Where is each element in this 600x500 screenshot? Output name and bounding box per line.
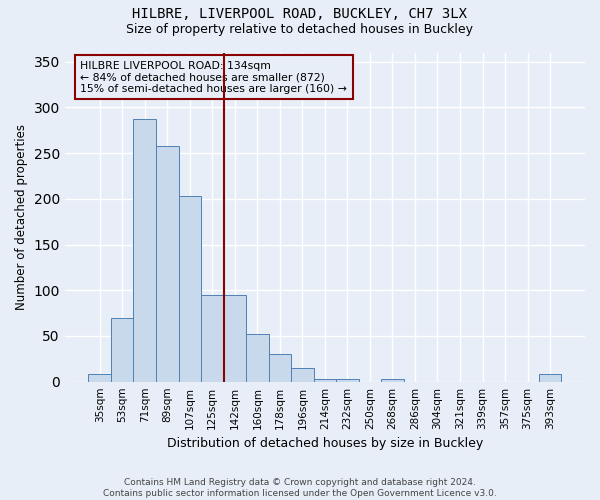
Bar [246, 334, 269, 382]
Bar [133, 120, 156, 382]
Bar [539, 374, 562, 382]
Bar [156, 146, 179, 382]
Bar [88, 374, 111, 382]
Text: Size of property relative to detached houses in Buckley: Size of property relative to detached ho… [127, 22, 473, 36]
Bar [111, 318, 133, 382]
X-axis label: Distribution of detached houses by size in Buckley: Distribution of detached houses by size … [167, 437, 483, 450]
Text: Contains HM Land Registry data © Crown copyright and database right 2024.
Contai: Contains HM Land Registry data © Crown c… [103, 478, 497, 498]
Bar [291, 368, 314, 382]
Bar [269, 354, 291, 382]
Bar [314, 379, 336, 382]
Text: HILBRE, LIVERPOOL ROAD, BUCKLEY, CH7 3LX: HILBRE, LIVERPOOL ROAD, BUCKLEY, CH7 3LX [133, 8, 467, 22]
Bar [179, 196, 201, 382]
Text: HILBRE LIVERPOOL ROAD: 134sqm
← 84% of detached houses are smaller (872)
15% of : HILBRE LIVERPOOL ROAD: 134sqm ← 84% of d… [80, 60, 347, 94]
Bar [381, 379, 404, 382]
Bar [224, 295, 246, 382]
Y-axis label: Number of detached properties: Number of detached properties [15, 124, 28, 310]
Bar [201, 295, 224, 382]
Bar [336, 379, 359, 382]
